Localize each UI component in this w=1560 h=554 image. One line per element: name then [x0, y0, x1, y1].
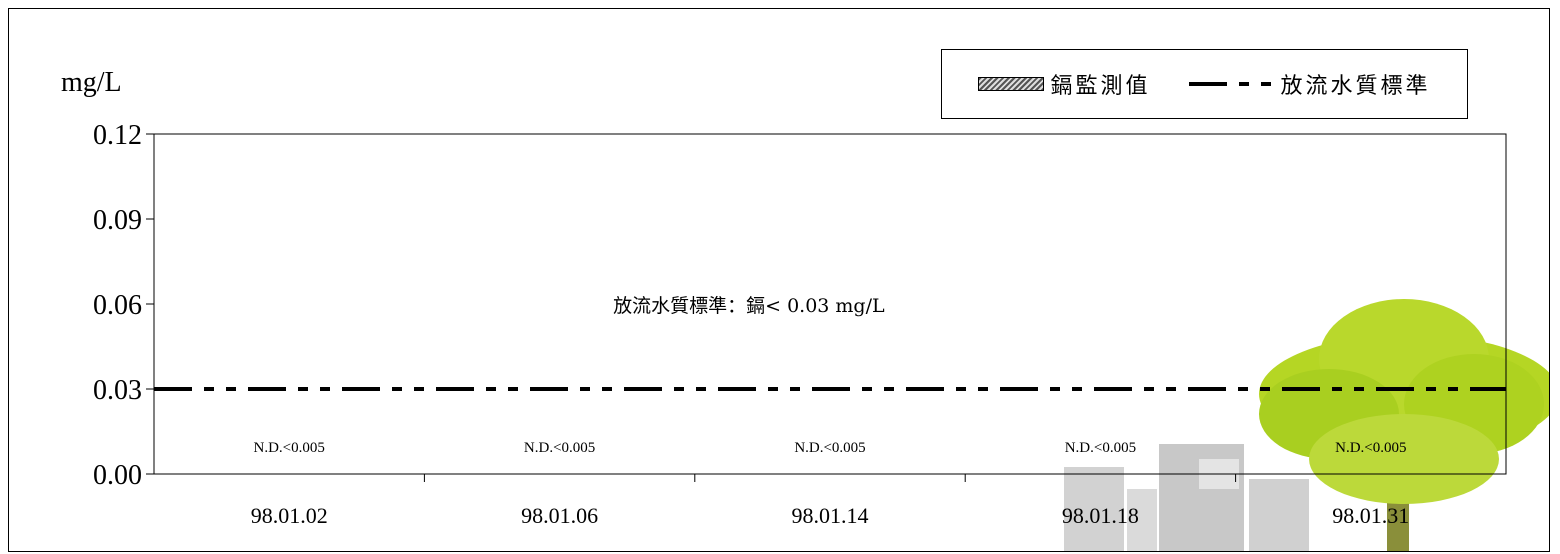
y-tick-label: 0.12	[93, 120, 142, 151]
y-axis-unit-label: mg/L	[61, 67, 122, 98]
data-label-group: N.D.<0.005 N.D.<0.005 N.D.<0.005 N.D.<0.005…	[254, 440, 1407, 456]
background-illustration	[1064, 299, 1549, 551]
data-label: N.D.<0.005	[794, 440, 865, 456]
x-tick-label: 98.01.18	[1062, 503, 1139, 528]
x-axis: 98.01.02 98.01.06 98.01.14 98.01.18 98.01.31	[251, 474, 1409, 528]
y-tick-label: 0.09	[93, 205, 142, 236]
building-shape	[1064, 467, 1124, 551]
standard-annotation: 放流水質標準：鎘< 0.03 mg/L	[613, 295, 885, 317]
y-tick-label: 0.06	[93, 290, 142, 321]
y-axis: 0.00 0.03 0.06 0.09 0.12	[93, 120, 154, 491]
legend-standard-label: 放流水質標準	[1280, 74, 1431, 99]
data-label: N.D.<0.005	[1065, 440, 1136, 456]
tree-icon	[1259, 299, 1549, 551]
building-shape	[1127, 489, 1157, 551]
x-tick-label: 98.01.02	[251, 503, 328, 528]
y-tick-label: 0.03	[93, 375, 142, 406]
chart-frame: 0.00 0.03 0.06 0.09 0.12 98.01.02 98.01.06 98.…	[8, 8, 1550, 552]
legend-line-swatch	[1188, 82, 1275, 86]
data-label: N.D.<0.005	[524, 440, 595, 456]
x-tick-label: 98.01.06	[521, 503, 598, 528]
x-tick-label: 98.01.14	[792, 503, 869, 528]
data-label: N.D.<0.005	[1335, 440, 1406, 456]
y-tick-label: 0.00	[93, 460, 142, 491]
building-shape	[1249, 479, 1309, 551]
data-label: N.D.<0.005	[254, 440, 325, 456]
legend: 鎘監測值 放流水質標準	[941, 49, 1468, 119]
x-tick-label: 98.01.31	[1332, 503, 1409, 528]
chart-canvas: 0.000.030.060.090.12 98.01.02 98.01.06 98.…	[93, 120, 1549, 551]
legend-series-label: 鎘監測值	[1050, 74, 1151, 99]
legend-bar-swatch	[978, 77, 1045, 91]
